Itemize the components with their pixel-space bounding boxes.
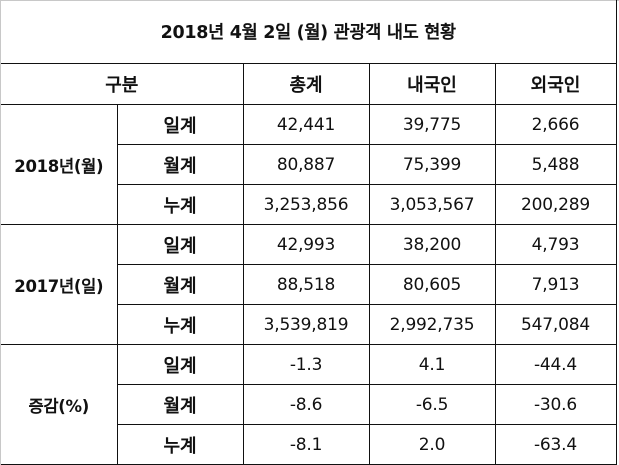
table-title: 2018년 4월 2일 (월) 관광객 내도 현황 <box>1 0 617 64</box>
row-label: 월계 <box>116 144 244 185</box>
cell-domestic: 2.0 <box>368 424 496 465</box>
group-label-2017: 2017년(일) <box>1 224 118 345</box>
table-row: 월계 -8.6 -6.5 -30.6 <box>1 384 617 425</box>
cell-total: 3,253,856 <box>242 184 370 225</box>
row-label: 일계 <box>116 344 244 385</box>
row-label: 누계 <box>116 304 244 345</box>
sheet-left-gridline <box>0 0 1 465</box>
cell-foreign: -44.4 <box>494 344 617 385</box>
cell-foreign: -30.6 <box>494 384 617 425</box>
group-label-change: 증감(%) <box>1 344 118 465</box>
row-label: 일계 <box>116 224 244 265</box>
group-label-2018: 2018년(월) <box>1 104 118 225</box>
table-row: 누계 -8.1 2.0 -63.4 <box>1 424 617 465</box>
cell-foreign: 7,913 <box>494 264 617 305</box>
cell-domestic: 75,399 <box>368 144 496 185</box>
cell-domestic: 4.1 <box>368 344 496 385</box>
cell-foreign: 547,084 <box>494 304 617 345</box>
cell-total: 88,518 <box>242 264 370 305</box>
table-row: 증감(%) 일계 -1.3 4.1 -44.4 <box>1 344 617 465</box>
table-row: 2017년(일) 일계 42,993 38,200 4,793 <box>1 224 617 345</box>
cell-domestic: 80,605 <box>368 264 496 305</box>
cell-total: 80,887 <box>242 144 370 185</box>
cell-total: -1.3 <box>242 344 370 385</box>
table-row: 월계 80,887 75,399 5,488 <box>1 144 617 185</box>
cell-domestic: 38,200 <box>368 224 496 265</box>
row-label: 일계 <box>116 104 244 145</box>
cell-foreign: 2,666 <box>494 104 617 145</box>
header-domestic: 내국인 <box>368 63 496 105</box>
header-foreign: 외국인 <box>494 63 617 105</box>
cell-total: 3,539,819 <box>242 304 370 345</box>
cell-domestic: 2,992,735 <box>368 304 496 345</box>
cell-total: 42,441 <box>242 104 370 145</box>
cell-foreign: 200,289 <box>494 184 617 225</box>
cell-total: -8.1 <box>242 424 370 465</box>
header-category: 구분 <box>1 63 244 105</box>
table-row: 월계 88,518 80,605 7,913 <box>1 264 617 305</box>
header-row: 구분 총계 내국인 외국인 <box>1 63 617 105</box>
cell-foreign: 4,793 <box>494 224 617 265</box>
cell-foreign: -63.4 <box>494 424 617 465</box>
row-label: 누계 <box>116 184 244 225</box>
cell-domestic: -6.5 <box>368 384 496 425</box>
row-label: 누계 <box>116 424 244 465</box>
row-label: 월계 <box>116 384 244 425</box>
row-label: 월계 <box>116 264 244 305</box>
cell-domestic: 3,053,567 <box>368 184 496 225</box>
cell-foreign: 5,488 <box>494 144 617 185</box>
cell-domestic: 39,775 <box>368 104 496 145</box>
cell-total: -8.6 <box>242 384 370 425</box>
cell-total: 42,993 <box>242 224 370 265</box>
table-row: 누계 3,539,819 2,992,735 547,084 <box>1 304 617 345</box>
header-total: 총계 <box>242 63 370 105</box>
table-row: 2018년(월) 일계 42,441 39,775 2,666 <box>1 104 617 225</box>
table-row: 누계 3,253,856 3,053,567 200,289 <box>1 184 617 225</box>
